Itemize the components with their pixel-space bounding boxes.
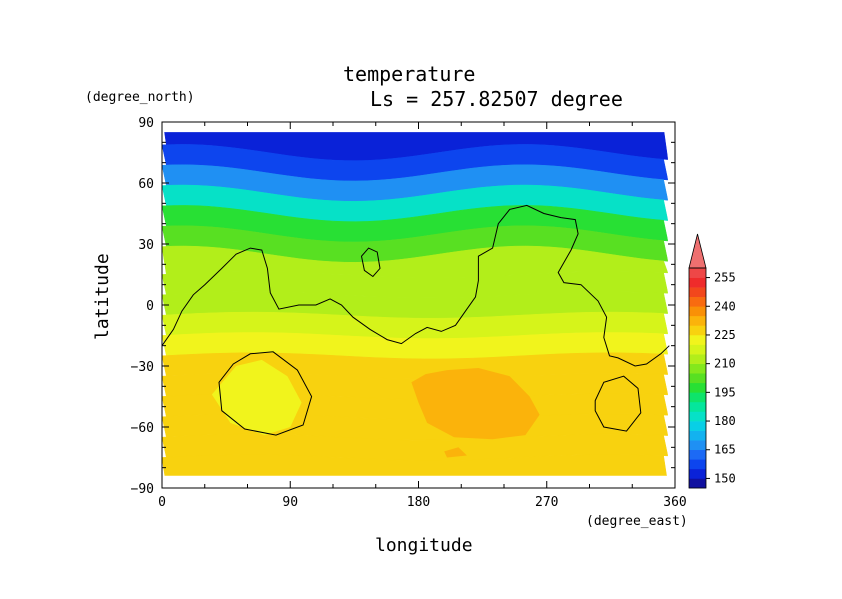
contour-island-north xyxy=(360,247,381,278)
contour-topography-main xyxy=(161,204,670,367)
colorbar-swatch xyxy=(689,373,706,384)
y-axis-label: latitude xyxy=(92,253,113,340)
colorbar-swatch xyxy=(689,430,706,441)
x-tick-label: 90 xyxy=(282,495,298,510)
chart-title: temperature xyxy=(343,62,476,86)
x-axis-units: (degree_east) xyxy=(586,514,688,529)
field-region-west-cool-patch xyxy=(211,359,302,436)
colorbar-swatch xyxy=(689,363,706,374)
y-tick-label: 30 xyxy=(138,238,154,253)
colorbar-swatch xyxy=(689,421,706,431)
colorbar-swatch xyxy=(689,334,706,345)
colorbar-swatch xyxy=(689,344,706,355)
y-tick-label: 90 xyxy=(138,116,154,131)
colorbar-swatch xyxy=(689,468,706,479)
colorbar-swatch xyxy=(689,392,706,403)
colorbar-swatch xyxy=(689,315,706,326)
y-tick-label: −90 xyxy=(131,482,154,497)
colorbar-tick-label: 195 xyxy=(714,385,736,399)
y-tick-label: −30 xyxy=(131,360,154,375)
colorbar-tick-label: 150 xyxy=(714,471,736,485)
colorbar-frame xyxy=(688,267,707,489)
colorbar-tick-label: 225 xyxy=(714,328,736,342)
colorbar-swatch xyxy=(689,306,706,317)
colorbar-swatch xyxy=(689,354,706,364)
field-bands xyxy=(162,132,668,476)
x-tick-label: 360 xyxy=(663,495,686,510)
x-axis-label: longitude xyxy=(375,535,473,556)
field-region-south-warm-patch xyxy=(411,368,540,440)
colorbar-swatch xyxy=(689,268,706,278)
colorbar-swatch xyxy=(689,411,706,422)
y-tick-label: 60 xyxy=(138,177,154,192)
colorbar-tick-label: 210 xyxy=(714,357,736,371)
contour-west-ring xyxy=(218,351,313,436)
colorbar-swatch xyxy=(689,287,706,297)
x-tick-label: 270 xyxy=(535,495,558,510)
colorbar-tick-label: 240 xyxy=(714,299,736,313)
chart-subtitle: Ls = 257.82507 degree xyxy=(370,87,623,111)
colorbar-swatch xyxy=(689,325,706,336)
colorbar-swatch xyxy=(689,401,706,412)
colorbar-extend-arrow xyxy=(688,233,707,269)
y-tick-label: 0 xyxy=(146,299,154,314)
field-region-south-spot xyxy=(444,447,467,458)
contour-east-ring xyxy=(594,375,642,432)
colorbar-swatch xyxy=(689,459,706,470)
x-tick-label: 0 xyxy=(158,495,166,510)
colorbar-tick-label: 255 xyxy=(714,271,736,285)
x-tick-label: 180 xyxy=(407,495,430,510)
colorbar-swatch xyxy=(689,478,706,489)
field-band xyxy=(162,454,667,476)
colorbar-swatch xyxy=(689,449,706,460)
y-axis-units: (degree_north) xyxy=(85,90,195,105)
y-tick-label: −60 xyxy=(131,421,154,436)
colorbar-swatch xyxy=(689,296,706,307)
colorbar-swatch xyxy=(689,277,706,288)
colorbar-swatch xyxy=(689,440,706,451)
colorbar-tick-label: 165 xyxy=(714,443,736,457)
colorbar-swatch xyxy=(689,382,706,393)
colorbar-tick-label: 180 xyxy=(714,414,736,428)
